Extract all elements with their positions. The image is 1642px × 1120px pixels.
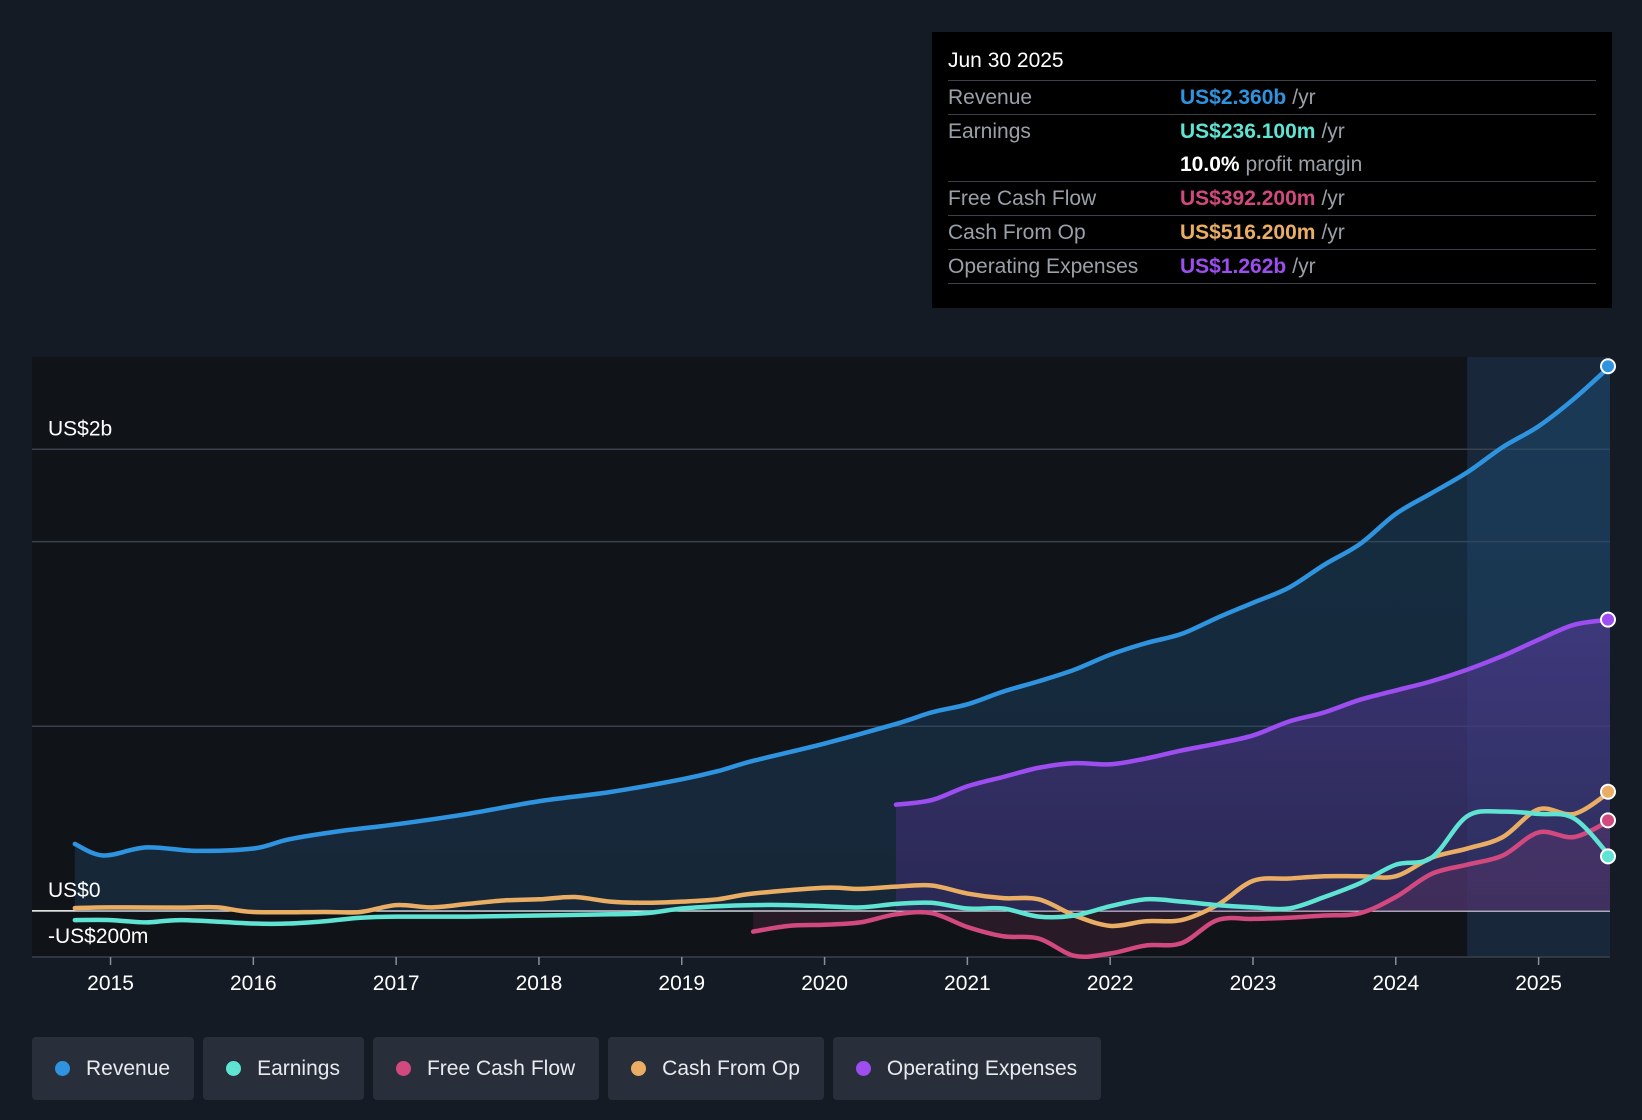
series-end-markers bbox=[1600, 358, 1616, 865]
series-areas bbox=[74, 366, 1610, 957]
tooltip-unit: /yr bbox=[1321, 119, 1345, 143]
legend-item-free-cash-flow[interactable]: Free Cash Flow bbox=[372, 1037, 600, 1100]
tooltip-row-revenue: Revenue US$2.360b /yr bbox=[948, 80, 1596, 114]
x-tick-label: 2019 bbox=[658, 972, 705, 995]
tooltip-row-profit-margin: 10.0% profit margin bbox=[948, 148, 1596, 181]
tooltip-row-free-cash-flow: Free Cash Flow US$392.200m /yr bbox=[948, 181, 1596, 215]
tooltip-value: US$392.200m bbox=[1180, 186, 1316, 210]
legend-dot-icon bbox=[855, 1061, 871, 1076]
tooltip-value: US$236.100m bbox=[1180, 119, 1316, 143]
legend-dot-icon bbox=[55, 1061, 70, 1076]
tooltip-unit: /yr bbox=[1321, 220, 1345, 244]
operating-expenses-area bbox=[895, 619, 1610, 911]
series-lines bbox=[72, 363, 1613, 960]
tooltip-row-cash-from-op: Cash From Op US$516.200m /yr bbox=[948, 215, 1596, 249]
tooltip-unit: /yr bbox=[1292, 85, 1316, 109]
legend-dot-icon bbox=[395, 1061, 411, 1076]
y-axis-label: US$0 bbox=[48, 879, 101, 902]
revenue-line bbox=[72, 363, 1613, 858]
legend-item-operating-expenses[interactable]: Operating Expenses bbox=[832, 1037, 1102, 1100]
tooltip-unit: profit margin bbox=[1245, 152, 1363, 176]
legend-label: Free Cash Flow bbox=[426, 1056, 576, 1080]
chart-legend: Revenue Earnings Free Cash Flow Cash Fro… bbox=[32, 1037, 1102, 1100]
tooltip-label: Free Cash Flow bbox=[948, 186, 1097, 210]
free-cash-flow-line bbox=[750, 818, 1613, 960]
legend-item-earnings[interactable]: Earnings bbox=[203, 1037, 364, 1100]
tooltip-value: 10.0% bbox=[1180, 152, 1240, 176]
y-axis-labels: US$2b US$0 -US$200m bbox=[48, 417, 148, 948]
cash-from-op-end-marker bbox=[1600, 783, 1616, 800]
operating-expenses-line bbox=[893, 617, 1613, 807]
free-cash-flow-area bbox=[753, 820, 1610, 957]
x-tick-label: 2021 bbox=[944, 972, 991, 995]
free-cash-flow-end-marker bbox=[1600, 812, 1616, 829]
tooltip-label: Earnings bbox=[948, 119, 1031, 143]
tooltip-date: Jun 30 2025 bbox=[948, 49, 1064, 72]
tooltip-unit: /yr bbox=[1292, 254, 1316, 278]
x-tick-label: 2020 bbox=[801, 972, 848, 995]
earnings-end-marker bbox=[1600, 848, 1616, 865]
earnings-line bbox=[72, 808, 1613, 927]
x-tick-label: 2024 bbox=[1372, 972, 1419, 995]
x-tick-label: 2025 bbox=[1515, 972, 1562, 995]
x-tick-label: 2017 bbox=[373, 972, 420, 995]
legend-label: Earnings bbox=[257, 1056, 340, 1080]
tooltip-label: Revenue bbox=[948, 85, 1033, 109]
legend-dot-icon bbox=[631, 1061, 647, 1076]
legend-label: Cash From Op bbox=[662, 1056, 800, 1080]
legend-label: Operating Expenses bbox=[886, 1056, 1078, 1080]
tooltip-row-earnings: Earnings US$236.100m /yr bbox=[948, 114, 1596, 148]
operating-expenses-end-marker bbox=[1600, 611, 1616, 628]
tooltip-label: Operating Expenses bbox=[948, 254, 1139, 278]
tooltip-value: US$2.360b bbox=[1180, 85, 1287, 109]
tooltip-unit: /yr bbox=[1321, 186, 1345, 210]
x-tick-label: 2022 bbox=[1087, 972, 1134, 995]
x-tick-label: 2016 bbox=[230, 972, 277, 995]
tooltip-value: US$1.262b bbox=[1180, 254, 1287, 278]
tooltip-label: Cash From Op bbox=[948, 220, 1086, 244]
legend-label: Revenue bbox=[86, 1056, 171, 1080]
legend-item-cash-from-op[interactable]: Cash From Op bbox=[608, 1037, 824, 1100]
revenue-end-marker bbox=[1600, 358, 1616, 375]
tooltip-value: US$516.200m bbox=[1180, 220, 1316, 244]
y-axis-label: US$2b bbox=[48, 417, 112, 440]
tooltip-panel: Jun 30 2025 Revenue US$2.360b /yr Earnin… bbox=[932, 32, 1612, 308]
legend-dot-icon bbox=[226, 1061, 242, 1076]
x-axis-ticks: 2015 2016 2017 2018 2019 2020 2021 2022 2023 2024… bbox=[87, 957, 1562, 995]
legend-item-revenue[interactable]: Revenue bbox=[32, 1037, 195, 1100]
x-tick-label: 2023 bbox=[1230, 972, 1277, 995]
x-tick-label: 2018 bbox=[516, 972, 563, 995]
tooltip-row-operating-expenses: Operating Expenses US$1.262b /yr bbox=[948, 249, 1596, 284]
x-tick-label: 2015 bbox=[87, 972, 134, 995]
y-axis-label: -US$200m bbox=[48, 925, 148, 948]
